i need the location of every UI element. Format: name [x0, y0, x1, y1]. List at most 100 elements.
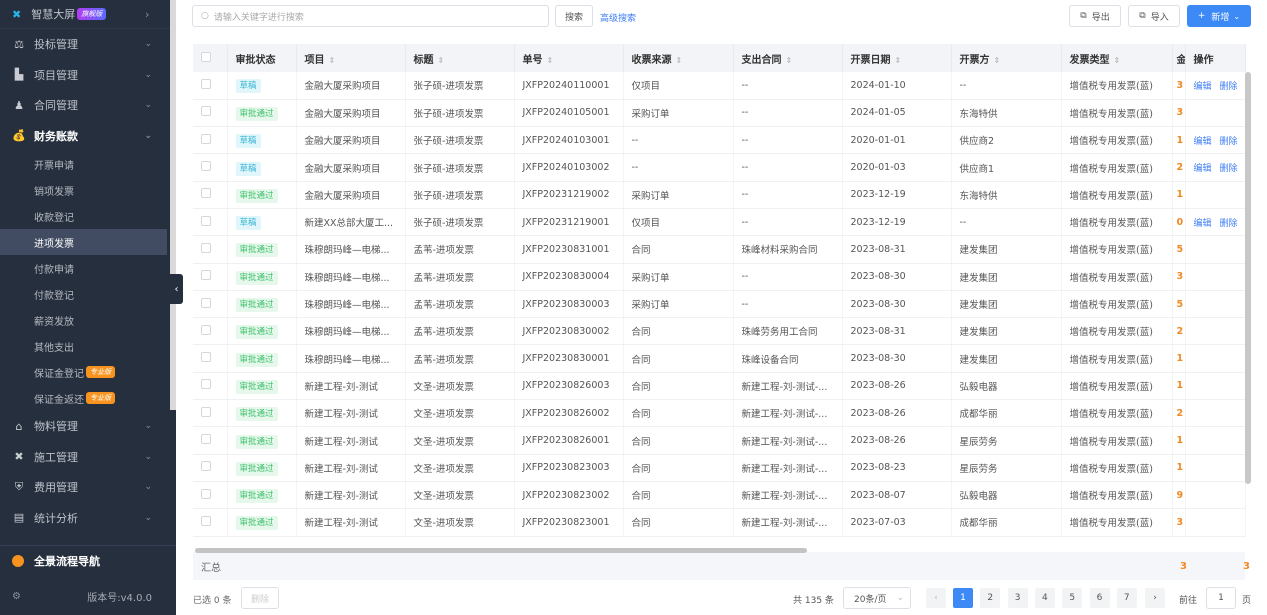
next-page-button[interactable]: › [1145, 588, 1165, 608]
sidebar-item-building[interactable]: ▙ 项目管理 ⌄ [0, 60, 176, 91]
row-checkbox[interactable] [193, 454, 228, 482]
page-button[interactable]: 2 [980, 588, 1001, 608]
sidebar-subitem[interactable]: 收款登记 [34, 212, 74, 224]
sidebar-subitem[interactable]: 薪资发放 [34, 316, 74, 328]
sidebar-item-tools[interactable]: ✖ 施工管理 ⌄ [0, 442, 176, 473]
sidebar-subitem[interactable]: 开票申请 [34, 160, 74, 172]
table-row[interactable]: 审批通过 新建工程-刘-测试 文圣-进项发票 JXFP20230826003 合同 新建工… [193, 372, 1246, 401]
delete-link[interactable]: 删除 [1219, 136, 1238, 147]
row-checkbox[interactable] [193, 481, 228, 510]
column-header[interactable]: 收票来源 ⇕ [623, 44, 734, 72]
sidebar-subitem[interactable]: 付款登记 [34, 290, 74, 302]
table-row[interactable]: 审批通过 珠穆朗玛峰—电梯... 孟苇-进项发票 JXFP20230831001 合同珠… [193, 235, 1246, 264]
goto-page-input[interactable]: 1 [1206, 587, 1236, 609]
table-row[interactable]: 审批通过 新建工程-刘-测试 文圣-进项发票 JXFP20230823003 合同 新建工… [193, 454, 1246, 482]
table-row[interactable]: 审批通过 新建工程-刘-测试 文圣-进项发票 JXFP20230826002 合同 新建工… [193, 399, 1246, 428]
sort-icon[interactable]: ⇕ [1113, 55, 1121, 65]
table-row[interactable]: 草稿 金融大厦采购项目 张子硕-进项发票 JXFP20240110001 仅项目 -- 20… [193, 72, 1246, 100]
page-button[interactable]: 1 [953, 588, 973, 608]
sidebar-item-gavel[interactable]: ⚖ 投标管理 ⌄ [0, 29, 176, 60]
select-all-checkbox[interactable] [193, 44, 228, 72]
row-checkbox[interactable] [193, 72, 228, 100]
sort-icon[interactable]: ⇕ [993, 55, 1001, 65]
sort-icon[interactable]: ⇕ [546, 55, 554, 65]
delete-link[interactable]: 删除 [1219, 81, 1238, 92]
table-row[interactable]: 审批通过 珠穆朗玛峰—电梯... 孟苇-进项发票 JXFP20230830004 采购订… [193, 263, 1246, 291]
page-button[interactable]: 6 [1089, 588, 1110, 608]
sidebar-subitem[interactable]: 保证金登记 专业版 [0, 359, 176, 385]
sidebar-subitem[interactable]: 付款申请 [34, 264, 74, 276]
row-checkbox[interactable] [193, 126, 228, 155]
table-row[interactable]: 草稿 金融大厦采购项目 张子硕-进项发票 JXFP20240103002 -- -- 202… [193, 153, 1246, 182]
sidebar-subitem[interactable]: 其他支出 [34, 342, 74, 354]
row-checkbox[interactable] [193, 208, 228, 237]
table-vertical-scrollbar[interactable] [1245, 72, 1251, 484]
page-button[interactable]: 7 [1116, 588, 1137, 608]
sidebar-item-dashboard[interactable]: ✖ 智慧大屏 旗舰版 › [0, 0, 176, 29]
delete-link[interactable]: 删除 [1219, 164, 1238, 175]
row-checkbox[interactable] [193, 508, 228, 537]
table-row[interactable]: 审批通过 金融大厦采购项目 张子硕-进项发票 JXFP20240105001 采购订单 -… [193, 99, 1246, 128]
row-checkbox[interactable] [193, 235, 228, 264]
page-size-select[interactable]: 20条/页 ⌄ [843, 587, 911, 609]
sidebar-item-shield[interactable]: ⛨ 费用管理 ⌄ [0, 472, 176, 503]
page-button[interactable]: 3 [1007, 588, 1028, 608]
settings-icon[interactable]: ⚙ [12, 590, 21, 602]
process-nav-button[interactable]: 全景流程导航 [0, 551, 176, 571]
column-header[interactable]: 单号 ⇕ [514, 44, 624, 72]
table-row[interactable]: 草稿 金融大厦采购项目 张子硕-进项发票 JXFP20240103001 -- -- 202… [193, 126, 1246, 155]
sidebar-subitem[interactable]: 保证金返还 专业版 [0, 385, 176, 411]
sort-icon[interactable]: ⇕ [785, 55, 793, 65]
table-row[interactable]: 审批通过 新建工程-刘-测试 文圣-进项发票 JXFP20230823001 合同 新建工… [193, 508, 1246, 537]
sort-icon[interactable]: ⇕ [328, 55, 336, 65]
sidebar-item-stamp[interactable]: ♟ 合同管理 ⌄ [0, 90, 176, 121]
table-row[interactable]: 审批通过 珠穆朗玛峰—电梯... 孟苇-进项发票 JXFP20230830001 合同珠… [193, 344, 1246, 373]
column-header[interactable]: 支出合同 ⇕ [733, 44, 843, 72]
column-header[interactable]: 发票类型 ⇕ [1061, 44, 1173, 72]
row-checkbox[interactable] [193, 426, 228, 455]
edit-link[interactable]: 编辑 [1193, 164, 1212, 175]
search-button[interactable]: 搜索 [555, 5, 593, 27]
row-checkbox[interactable] [193, 399, 228, 428]
table-row[interactable]: 审批通过 珠穆朗玛峰—电梯... 孟苇-进项发票 JXFP20230830003 采购订… [193, 290, 1246, 319]
row-checkbox[interactable] [193, 263, 228, 291]
table-row[interactable]: 草稿 新建XX总部大厦工... 张子硕-进项发票 JXFP20231219001 仅项目… [193, 208, 1246, 237]
sidebar-subitem[interactable]: 销项发票 [34, 186, 74, 198]
column-header[interactable]: 开票日期 ⇕ [842, 44, 952, 72]
sidebar-item-money-bag[interactable]: 💰 财务账款 ⌄ [12, 129, 152, 143]
row-checkbox[interactable] [193, 99, 228, 128]
batch-delete-button[interactable]: 删除 [241, 587, 279, 609]
column-header[interactable]: 项目 ⇕ [296, 44, 406, 72]
import-button[interactable]: ⧉ 导入 [1128, 5, 1180, 27]
edit-link[interactable]: 编辑 [1193, 81, 1212, 92]
sidebar-subitem[interactable]: 进项发票 [0, 229, 167, 255]
prev-page-button[interactable]: ‹ [926, 588, 946, 608]
page-button[interactable]: 5 [1062, 588, 1083, 608]
collapse-sidebar-button[interactable]: ‹ [170, 274, 183, 304]
page-button[interactable]: 4 [1034, 588, 1055, 608]
sidebar-scrollbar[interactable] [170, 0, 176, 410]
advanced-search-link[interactable]: 高级搜索 [600, 14, 637, 24]
sidebar-item-chart[interactable]: ▤ 统计分析 ⌄ [13, 511, 152, 525]
sidebar-item-warehouse[interactable]: ⌂ 物料管理 ⌄ [0, 411, 176, 442]
row-checkbox[interactable] [193, 290, 228, 319]
row-checkbox[interactable] [193, 372, 228, 401]
column-header[interactable]: 标题 ⇕ [405, 44, 515, 72]
table-row[interactable]: 审批通过 新建工程-刘-测试 文圣-进项发票 JXFP20230826001 合同 新建工… [193, 426, 1246, 455]
table-row[interactable]: 审批通过 珠穆朗玛峰—电梯... 孟苇-进项发票 JXFP20230830002 合同珠… [193, 317, 1246, 346]
table-row[interactable]: 审批通过 新建工程-刘-测试 文圣-进项发票 JXFP20230823002 合同 新建工… [193, 481, 1246, 510]
sort-icon[interactable]: ⇕ [675, 55, 683, 65]
row-checkbox[interactable] [193, 153, 228, 182]
add-button[interactable]: + 新增 ⌄ [1187, 5, 1251, 27]
column-header[interactable]: 开票方 ⇕ [951, 44, 1062, 72]
delete-link[interactable]: 删除 [1219, 218, 1238, 229]
sort-icon[interactable]: ⇕ [437, 55, 445, 65]
table-horizontal-scrollbar[interactable] [195, 548, 807, 553]
sort-icon[interactable]: ⇕ [894, 55, 902, 65]
row-checkbox[interactable] [193, 317, 228, 346]
edit-link[interactable]: 编辑 [1193, 218, 1212, 229]
row-checkbox[interactable] [193, 181, 228, 209]
export-button[interactable]: ⧉ 导出 [1069, 5, 1121, 27]
search-input[interactable]: ○ 请输入关键字进行搜索 [192, 5, 549, 27]
table-row[interactable]: 审批通过 金融大厦采购项目 张子硕-进项发票 JXFP20231219002 采购订单 -… [193, 181, 1246, 209]
